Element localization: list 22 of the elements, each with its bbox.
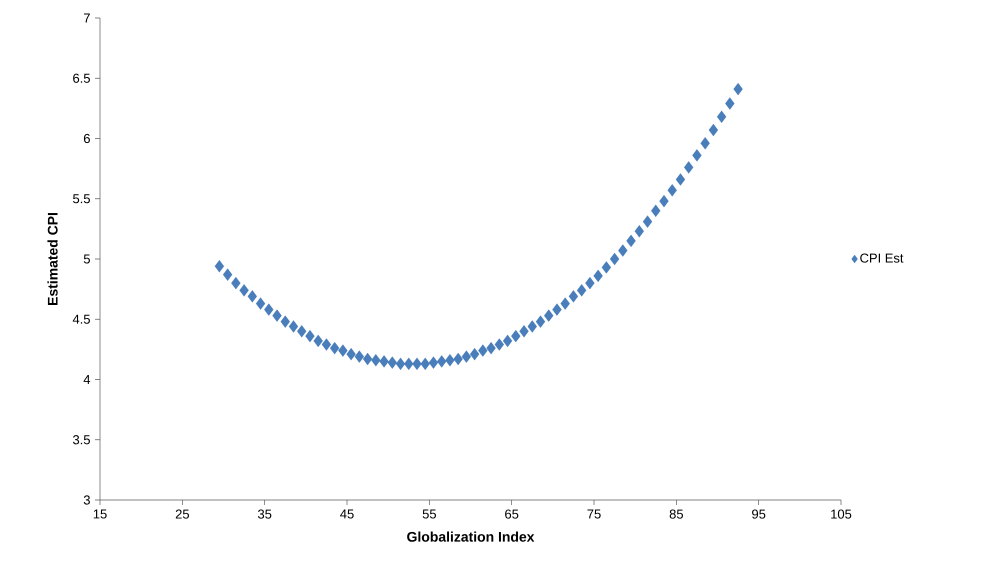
y-tick-label: 7 xyxy=(84,14,90,22)
y-tick-label: 4.5 xyxy=(72,314,90,324)
x-tick-label: 95 xyxy=(752,510,766,519)
x-tick-label: 85 xyxy=(670,510,683,519)
y-tick-label: 3 xyxy=(84,495,90,505)
x-tick-label: 35 xyxy=(258,510,272,519)
x-tick-label: 45 xyxy=(340,510,354,519)
x-tick-label: 65 xyxy=(505,510,518,519)
y-axis-title: Estimated CPI xyxy=(47,213,58,305)
legend-label: CPI Est xyxy=(860,253,904,263)
y-tick-label: 4 xyxy=(84,375,90,384)
x-axis-title: Globalization Index xyxy=(407,532,534,542)
x-tick-label: 25 xyxy=(176,510,189,519)
y-tick-label: 6 xyxy=(84,134,90,144)
y-tick-label: 5 xyxy=(84,254,90,264)
x-tick-label: 105 xyxy=(831,510,852,519)
y-tick-label: 5.5 xyxy=(73,194,90,204)
y-tick-label: 3.5 xyxy=(72,435,90,444)
x-tick-label: 15 xyxy=(94,510,107,519)
x-tick-label: 75 xyxy=(587,510,601,519)
x-tick-label: 55 xyxy=(422,510,436,519)
y-tick-label: 6.5 xyxy=(73,74,90,83)
